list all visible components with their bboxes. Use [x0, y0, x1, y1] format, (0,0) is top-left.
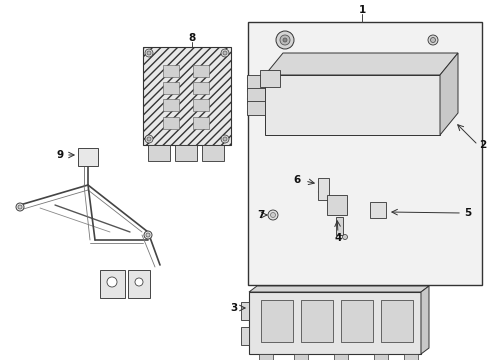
Polygon shape	[420, 286, 428, 354]
Circle shape	[427, 35, 437, 45]
Bar	[163, 117, 179, 129]
Circle shape	[221, 49, 228, 57]
Bar	[373, 354, 387, 360]
Text: 4: 4	[334, 233, 341, 243]
Bar	[326, 195, 346, 215]
Polygon shape	[260, 70, 280, 87]
Circle shape	[429, 37, 435, 42]
Text: 9: 9	[56, 150, 63, 160]
Circle shape	[107, 277, 117, 287]
Circle shape	[223, 51, 226, 55]
Circle shape	[280, 35, 289, 45]
Circle shape	[146, 233, 150, 237]
Bar	[202, 145, 224, 161]
Polygon shape	[248, 286, 428, 292]
Circle shape	[16, 203, 24, 211]
Text: 2: 2	[478, 140, 486, 150]
Bar	[78, 148, 98, 166]
Bar	[100, 270, 125, 298]
Text: 7: 7	[257, 210, 264, 220]
Bar	[369, 202, 385, 218]
Bar	[241, 302, 248, 320]
Circle shape	[275, 31, 293, 49]
Bar	[163, 65, 179, 77]
Circle shape	[147, 51, 151, 55]
Bar	[259, 354, 272, 360]
Bar	[241, 327, 248, 345]
Circle shape	[342, 234, 347, 239]
Polygon shape	[246, 88, 264, 102]
Bar	[403, 354, 417, 360]
Bar	[163, 82, 179, 94]
Text: 3: 3	[230, 303, 237, 313]
Polygon shape	[264, 53, 457, 75]
Bar	[193, 65, 208, 77]
Bar	[335, 217, 342, 235]
Bar	[261, 300, 292, 342]
Circle shape	[221, 135, 228, 143]
Text: 5: 5	[464, 208, 470, 218]
Circle shape	[270, 212, 275, 217]
Circle shape	[18, 205, 22, 209]
Polygon shape	[439, 53, 457, 135]
Circle shape	[143, 231, 152, 239]
Bar	[380, 300, 412, 342]
Bar	[193, 99, 208, 111]
Circle shape	[267, 210, 278, 220]
Bar	[148, 145, 170, 161]
Bar	[142, 47, 230, 145]
Text: 1: 1	[358, 5, 365, 15]
Bar	[293, 354, 307, 360]
Circle shape	[223, 137, 226, 141]
Text: 6: 6	[293, 175, 300, 185]
Bar	[248, 292, 420, 354]
Bar	[193, 117, 208, 129]
Circle shape	[147, 137, 151, 141]
Polygon shape	[264, 75, 439, 135]
Circle shape	[283, 38, 286, 42]
Bar	[175, 145, 197, 161]
Polygon shape	[246, 75, 264, 89]
Bar	[333, 354, 347, 360]
Bar	[193, 82, 208, 94]
Bar	[340, 300, 372, 342]
Text: 8: 8	[188, 33, 195, 43]
Bar	[301, 300, 332, 342]
Polygon shape	[246, 101, 264, 115]
Bar	[128, 270, 150, 298]
Bar	[317, 178, 328, 200]
Bar	[247, 22, 481, 285]
Circle shape	[135, 278, 142, 286]
Bar	[163, 99, 179, 111]
Circle shape	[145, 135, 153, 143]
Circle shape	[145, 49, 153, 57]
